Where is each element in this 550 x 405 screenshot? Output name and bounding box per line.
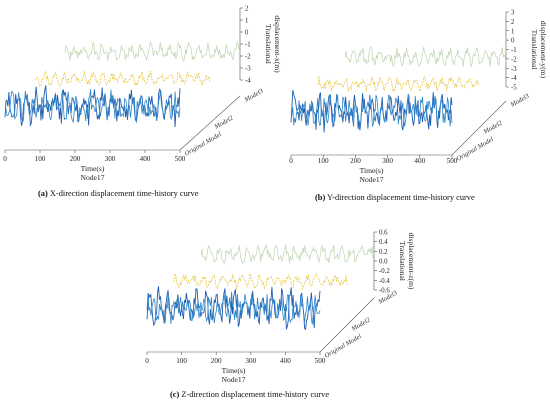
chart-panel-b: 3 2 1 0 -1 -2 -3 -4 -5 Translational displacement-… [289,10,548,203]
x-tick-label: 300 [245,357,256,365]
x-tick-label: 200 [70,155,81,163]
caption-letter: (b) [315,193,325,202]
x-tick-label: 0 [289,157,293,165]
series-line-3 [344,46,507,68]
z-axis-title: Translational [530,30,539,70]
series-line-1b [146,291,321,325]
z-tick-label: 2 [245,6,249,13]
x-tick-label: 100 [35,155,46,163]
z-tick-label: 1 [511,28,514,35]
series-line-1 [146,286,321,331]
z-tick-label: -3 [511,66,517,73]
z-tick-label: -3 [245,66,251,73]
series-line-1b [4,89,181,124]
series-line-3 [200,244,375,265]
panel-caption: (c) Z-direction displacement time-histor… [170,390,329,399]
chart-panel-c: 0.6 0.4 0.2 0.0 -0.2 -0.4 -0.6 Translational dis… [145,230,416,400]
x-axis-title: Time(s) [360,166,384,175]
panel-caption: (a) X-direction displacement time-histor… [38,189,199,198]
caption-text: Z-direction displacement time-history cu… [179,390,329,399]
z-axis-title: Translational [398,241,407,281]
series-label: Original Model [456,136,495,163]
z-tick-label: 0 [511,38,515,45]
z-tick-label: 3 [511,10,515,17]
series-line-2 [317,76,480,93]
caption-text: X-direction displacement time-history cu… [48,189,199,198]
z-tick-label: 0 [245,30,249,37]
x-tick-label: 400 [140,155,151,163]
z-tick-label: -0.4 [379,278,390,285]
series-line-1 [290,90,453,133]
series-label: Original Model [184,131,223,158]
x-tick-label: 500 [175,155,186,163]
x-axis-title: Time(s) [81,164,105,173]
x-axis-subtitle: Node17 [221,375,245,384]
panel-caption: (b) Y-direction displacement time-histor… [315,193,475,202]
x-tick-label: 300 [105,155,116,163]
z-tick-label: 1 [245,18,248,25]
x-tick-label: 200 [350,157,361,165]
x-tick-label: 0 [3,155,7,163]
series-line-3 [64,40,241,62]
series-line-1 [4,85,181,128]
z-tick-label: -4 [511,75,517,82]
z-tick-label: 0.6 [379,230,388,237]
z-tick-label: -2 [245,54,251,61]
x-axis-title: Time(s) [222,366,246,375]
series-label: Model3 [509,92,531,109]
z-axis-title-2: displacement-y(m) [539,21,548,79]
caption-letter: (c) [170,390,180,399]
series-label: Original Model [324,333,363,360]
x-tick-label: 300 [382,157,393,165]
z-tick-label: -4 [245,78,251,85]
x-tick-label: 0 [145,357,149,365]
depth-axis-line [319,297,375,353]
series-line-2 [34,70,211,87]
z-axis-title-2: displacement-z(m) [407,233,416,290]
x-tick-label: 500 [315,357,326,365]
z-tick-label: -0.2 [379,268,390,275]
depth-axis-line [451,100,507,156]
x-tick-label: 400 [414,157,425,165]
x-tick-label: 100 [176,357,187,365]
x-tick-label: 100 [318,157,329,165]
x-axis-subtitle: Node17 [359,175,383,184]
z-tick-label: -1 [245,42,251,49]
x-tick-label: 400 [280,357,291,365]
chart-panel-a: 2 1 0 -1 -2 -3 -4 Translational displacement-x(m… [3,6,282,199]
z-tick-label: -1 [511,47,517,54]
series-line-1b [290,93,453,127]
series-label: Model3 [243,87,265,104]
z-tick-label: 0.2 [379,249,388,256]
series-label: Model2 [213,114,235,131]
z-tick-label: 0.0 [379,259,388,266]
caption-letter: (a) [38,189,48,198]
x-tick-label: 200 [211,357,222,365]
caption-text: Y-direction displacement time-history cu… [325,193,475,202]
x-tick-label: 500 [447,157,458,165]
x-axis-subtitle: Node17 [80,173,104,182]
depth-axis-line [179,95,241,151]
z-tick-label: -2 [511,56,517,63]
z-tick-label: -5 [511,85,517,92]
series-line-2 [173,272,348,291]
z-tick-label: 2 [511,19,515,26]
z-tick-label: -0.6 [379,288,390,295]
z-axis-title-2: displacement-x(m) [273,15,282,73]
z-tick-label: 0.4 [379,239,388,246]
z-axis-title: Translational [264,24,273,64]
